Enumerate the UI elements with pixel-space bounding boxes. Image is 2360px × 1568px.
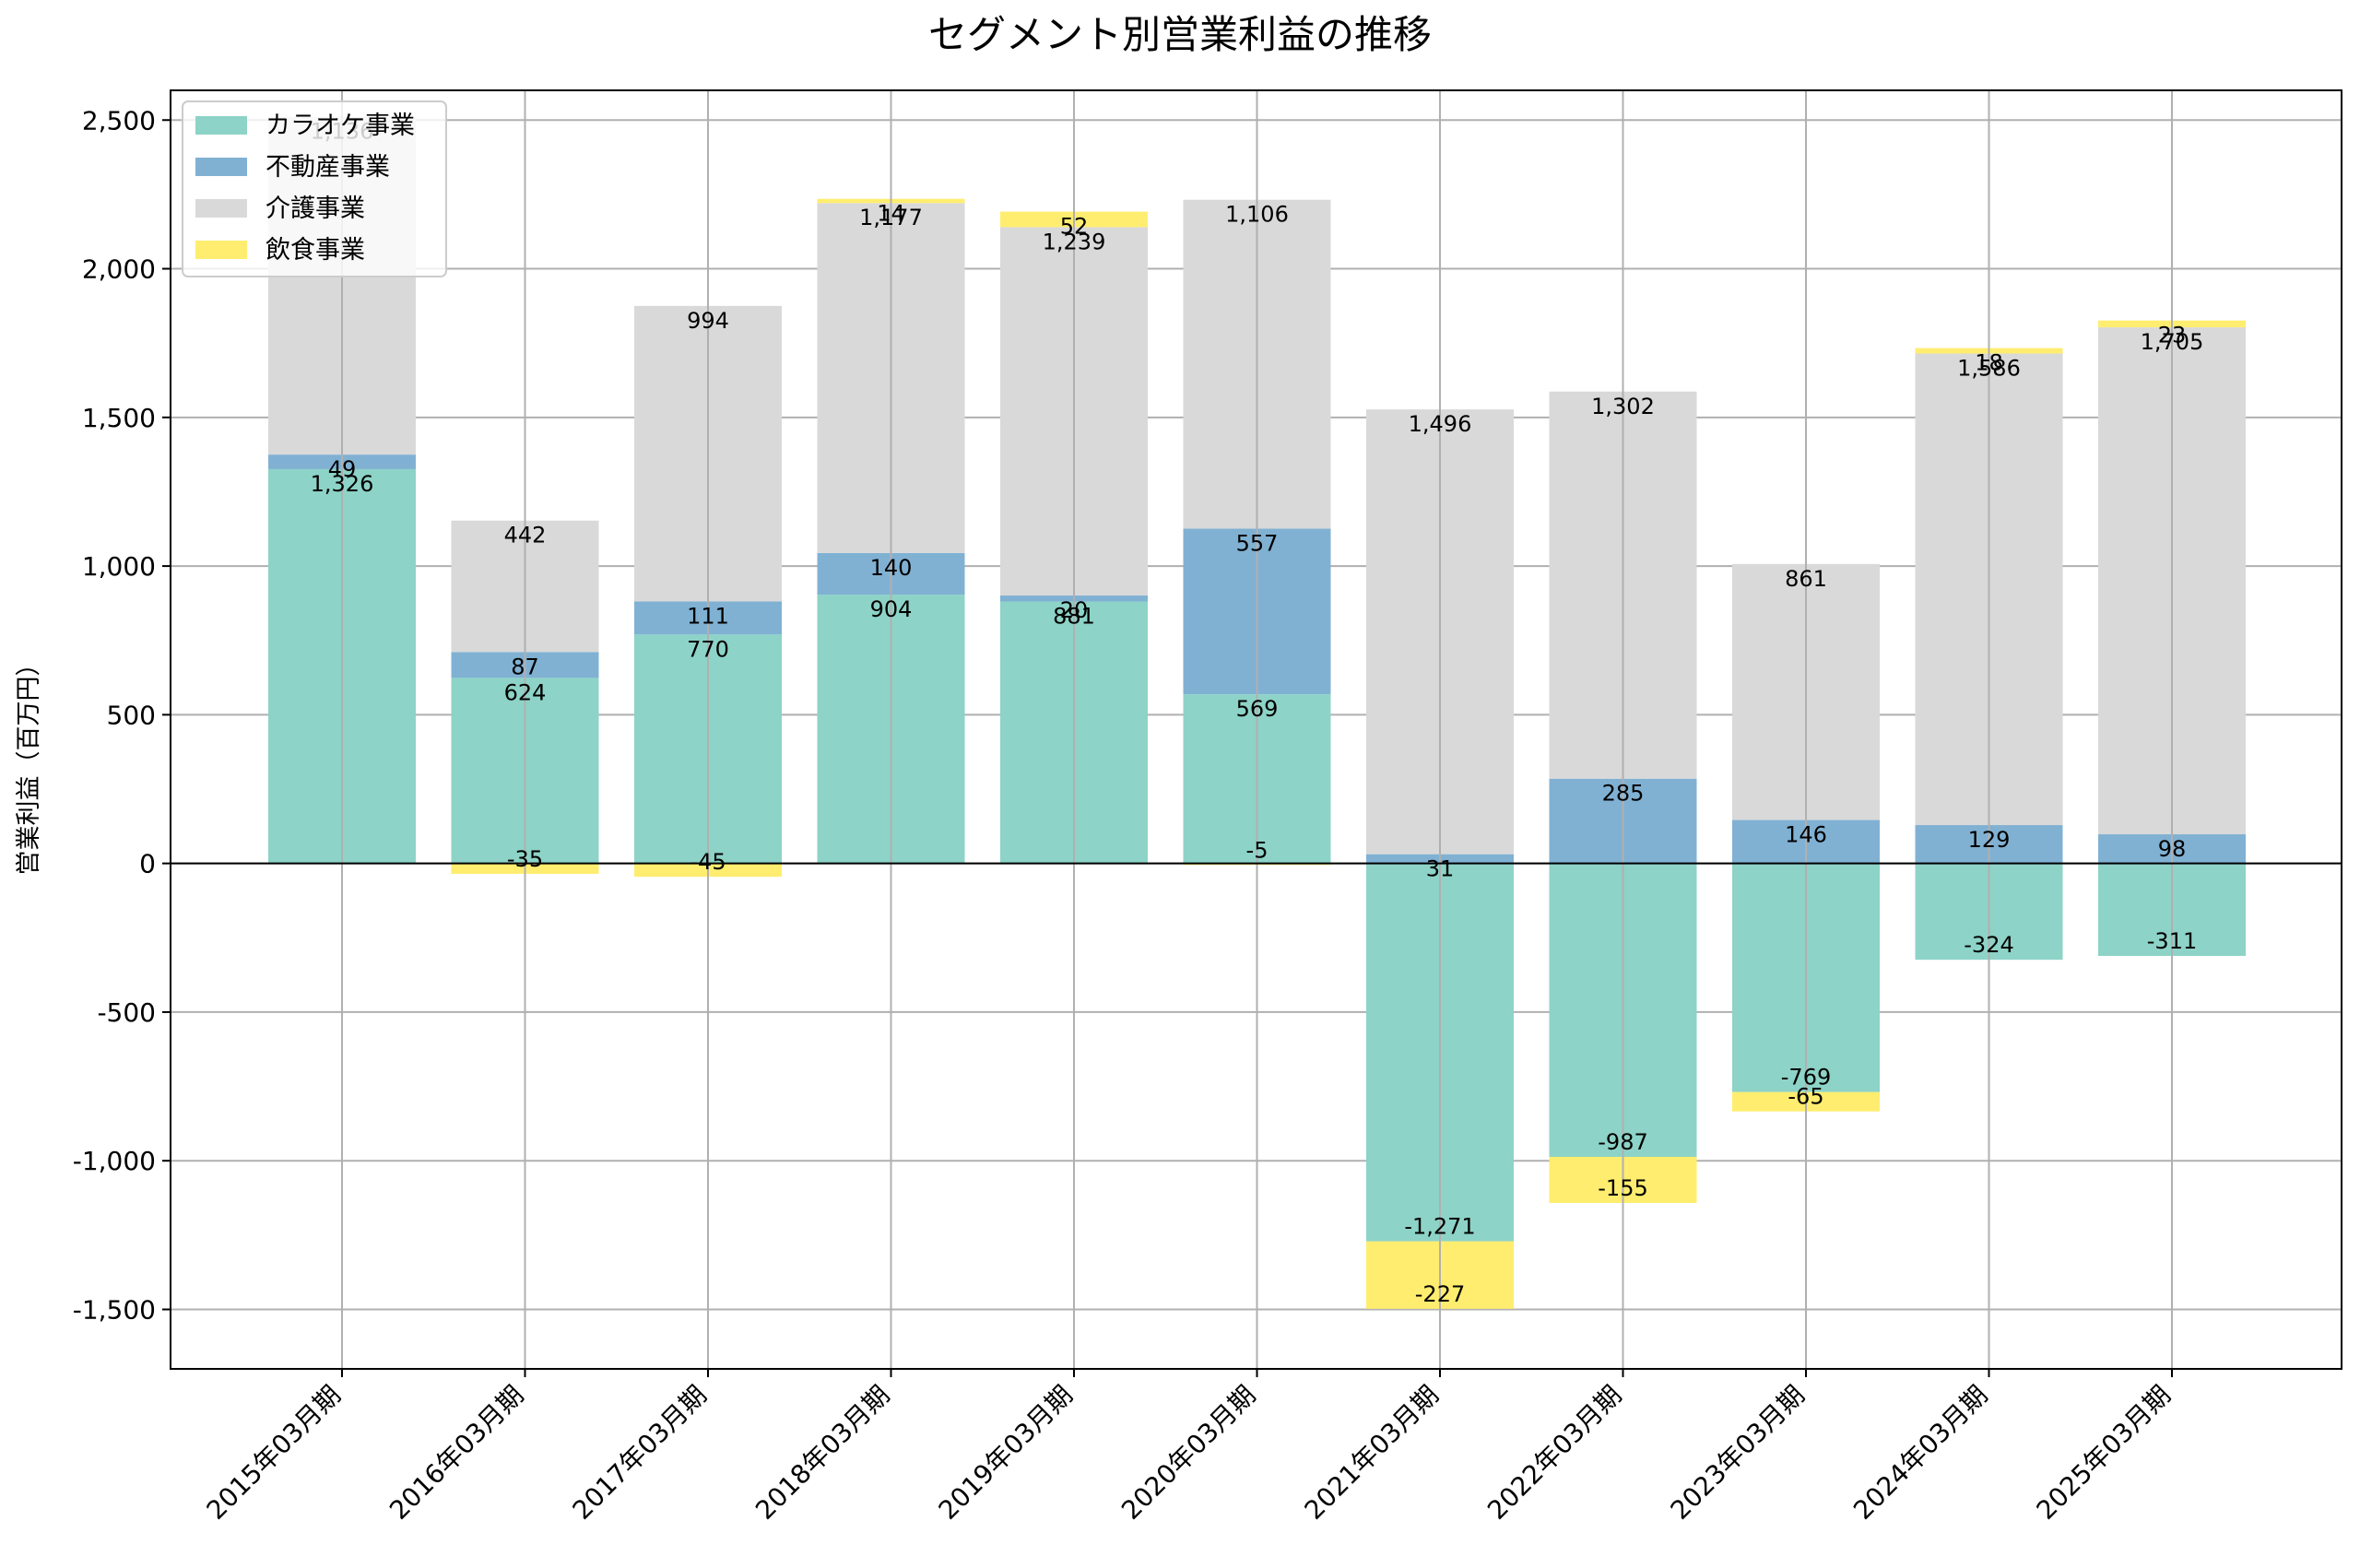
data-label: -769 (1781, 1065, 1831, 1091)
legend-entry: 飲食事業 (266, 236, 365, 265)
data-label: 87 (511, 654, 539, 679)
y-tick-label: 0 (139, 849, 156, 879)
data-label: 111 (687, 603, 729, 629)
data-label: 1,106 (1225, 202, 1289, 228)
data-label: -227 (1415, 1281, 1465, 1307)
legend-box (182, 100, 447, 277)
data-label: 52 (1060, 214, 1089, 240)
data-label: -35 (507, 846, 543, 872)
data-label: 129 (1968, 827, 2011, 853)
data-label: 1,496 (1409, 411, 1472, 437)
data-label: 569 (1236, 696, 1279, 722)
legend-entry: 介護事業 (266, 195, 365, 223)
data-label: 861 (1785, 566, 1827, 592)
y-tick-label: 2,000 (82, 254, 156, 285)
y-tick-label: 1,000 (82, 551, 156, 582)
data-label: 49 (328, 456, 357, 482)
data-label: 1,705 (2141, 329, 2204, 355)
y-tick-label: -500 (97, 997, 156, 1028)
data-label: 624 (504, 679, 547, 705)
data-label: -45 (690, 849, 726, 875)
data-label: -1,271 (1404, 1214, 1475, 1240)
data-label: 1,586 (1957, 355, 2021, 381)
y-tick-label: 1,500 (82, 403, 156, 433)
data-label: 140 (870, 555, 913, 581)
data-label: 994 (687, 308, 729, 334)
data-label: 20 (1060, 597, 1089, 623)
data-label: 23 (2158, 323, 2187, 348)
chart-title: セグメント別営業利益の推移 (928, 12, 1432, 57)
data-label: 904 (870, 596, 913, 622)
data-label: -987 (1598, 1129, 1647, 1155)
data-label: 770 (687, 636, 729, 662)
data-label: 1,177 (859, 205, 923, 230)
data-label: 881 (1053, 603, 1095, 629)
data-label: 98 (2158, 836, 2187, 862)
data-label: 14 (877, 201, 905, 227)
data-label: 442 (504, 523, 547, 548)
data-label: 18 (1975, 350, 2003, 376)
y-tick-label: 500 (107, 700, 156, 730)
y-axis-label: 営業利益（百万円） (15, 652, 43, 876)
legend-swatch (195, 158, 247, 176)
y-tick-label: -1,500 (73, 1294, 156, 1325)
data-label: 1,239 (1043, 229, 1106, 254)
legend-swatch (195, 199, 247, 218)
data-label: -324 (1964, 932, 2013, 958)
data-label: 557 (1236, 530, 1279, 556)
y-tick-label: -1,000 (73, 1146, 156, 1176)
data-label: 285 (1602, 781, 1645, 807)
legend-swatch (195, 116, 247, 135)
data-label: 146 (1785, 822, 1827, 848)
data-label: 31 (1426, 856, 1455, 882)
data-label: -155 (1598, 1175, 1647, 1201)
data-label: -311 (2147, 928, 2197, 954)
legend-entry: 不動産事業 (266, 153, 390, 182)
data-label: 1,326 (311, 471, 374, 497)
data-label: -5 (1246, 837, 1268, 863)
data-label: -65 (1788, 1084, 1823, 1110)
y-tick-label: 2,500 (82, 105, 156, 136)
data-label: 1,302 (1591, 394, 1655, 419)
legend-swatch (195, 241, 247, 259)
legend-entry: カラオケ事業 (266, 112, 415, 140)
